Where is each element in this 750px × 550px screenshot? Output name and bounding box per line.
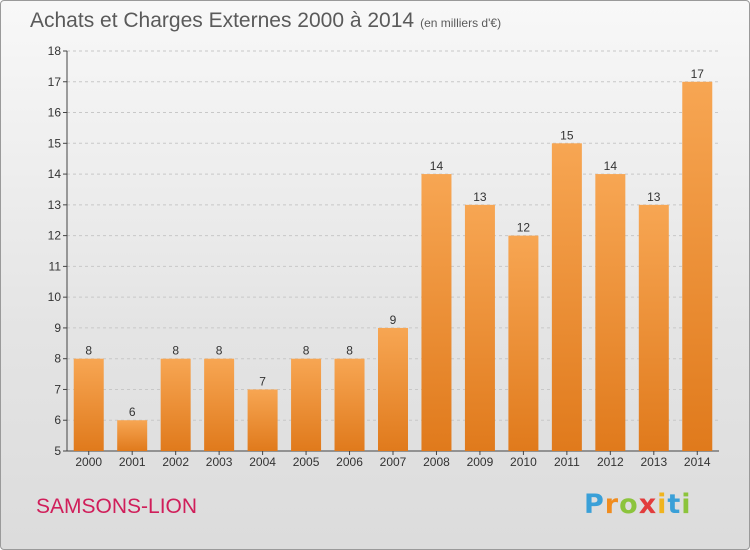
chart-title-text: Achats et Charges Externes 2000 à 2014 (30, 9, 415, 32)
data-label-2012: 14 (604, 159, 618, 173)
x-tick-label: 2001 (119, 455, 146, 469)
logo-letter: i (681, 489, 692, 520)
x-tick-label: 2010 (510, 455, 537, 469)
bar-2009 (464, 204, 495, 451)
x-tick-label: 2005 (293, 455, 320, 469)
bar-2002 (160, 358, 191, 451)
bar-2004 (247, 389, 278, 451)
x-tick-label: 2011 (554, 455, 580, 469)
x-tick-label: 2004 (249, 455, 276, 469)
x-tick-label: 2006 (336, 455, 363, 469)
data-label-2003: 8 (216, 344, 223, 358)
bar-2010 (508, 235, 539, 451)
y-tick-label: 12 (48, 229, 62, 243)
x-tick-label: 2003 (206, 455, 233, 469)
y-tick-label: 11 (49, 259, 62, 273)
y-tick-label: 15 (48, 136, 62, 150)
bar-2006 (334, 358, 365, 451)
bar-2014 (682, 81, 713, 452)
proxiti-logo[interactable]: Proxiti (584, 489, 692, 520)
y-tick-label: 5 (54, 444, 61, 458)
y-tick-label: 16 (48, 106, 62, 120)
y-tick-label: 17 (48, 75, 62, 89)
data-label-2002: 8 (172, 344, 179, 358)
x-tick-label: 2008 (423, 455, 450, 469)
x-tick-label: 2009 (467, 455, 494, 469)
x-tick-label: 2012 (597, 455, 624, 469)
bar-2000 (73, 358, 104, 451)
bar-2013 (638, 204, 669, 451)
data-label-2005: 8 (303, 344, 310, 358)
y-tick-label: 13 (48, 198, 62, 212)
y-tick-label: 9 (54, 321, 61, 335)
commune-name: SAMSONS-LION (36, 495, 198, 518)
data-label-2000: 8 (85, 344, 92, 358)
bar-2011 (551, 143, 582, 452)
bars (73, 81, 713, 452)
logo-letter: P (584, 489, 605, 520)
data-label-2007: 9 (390, 313, 397, 327)
data-label-2013: 13 (647, 190, 661, 204)
x-tick-label: 2002 (162, 455, 189, 469)
data-label-2014: 17 (691, 67, 705, 81)
data-label-2008: 14 (430, 159, 444, 173)
logo-letter: t (667, 489, 682, 520)
bar-2007 (378, 327, 408, 451)
x-tick-label: 2013 (640, 455, 667, 469)
chart-title: Achats et Charges Externes 2000 à 2014 (e… (30, 9, 501, 33)
data-label-2010: 12 (517, 221, 531, 235)
y-tick-label: 7 (54, 382, 61, 396)
y-tick-label: 10 (48, 290, 62, 304)
y-tick-label: 8 (54, 352, 61, 366)
x-tick-label: 2000 (75, 455, 102, 469)
x-tick-label: 2007 (380, 455, 407, 469)
chart-subtitle: (en milliers d'€) (420, 16, 502, 30)
y-tick-label: 14 (48, 167, 62, 181)
logo-letter: o (619, 489, 639, 520)
labels: 5 6 7 8 9 10 11 12 13 14 15 16 17 18 2000 8 2001 6 2002 8 20… (48, 44, 711, 469)
bar-2012 (595, 174, 626, 452)
logo-letter: r (604, 489, 620, 520)
y-tick-label: 18 (48, 44, 62, 58)
data-label-2011: 15 (560, 128, 574, 142)
bar-2005 (291, 358, 322, 451)
data-label-2004: 7 (259, 374, 266, 388)
data-label-2001: 6 (129, 405, 136, 419)
data-label-2006: 8 (346, 344, 353, 358)
y-tick-label: 6 (54, 413, 61, 427)
data-label-2009: 13 (473, 190, 487, 204)
bar-2001 (117, 420, 148, 451)
bar-2003 (204, 358, 235, 451)
x-tick-label: 2014 (684, 455, 711, 469)
logo-letter: x (638, 489, 658, 520)
bar-2008 (421, 174, 452, 452)
logo-letter: i (657, 489, 668, 520)
